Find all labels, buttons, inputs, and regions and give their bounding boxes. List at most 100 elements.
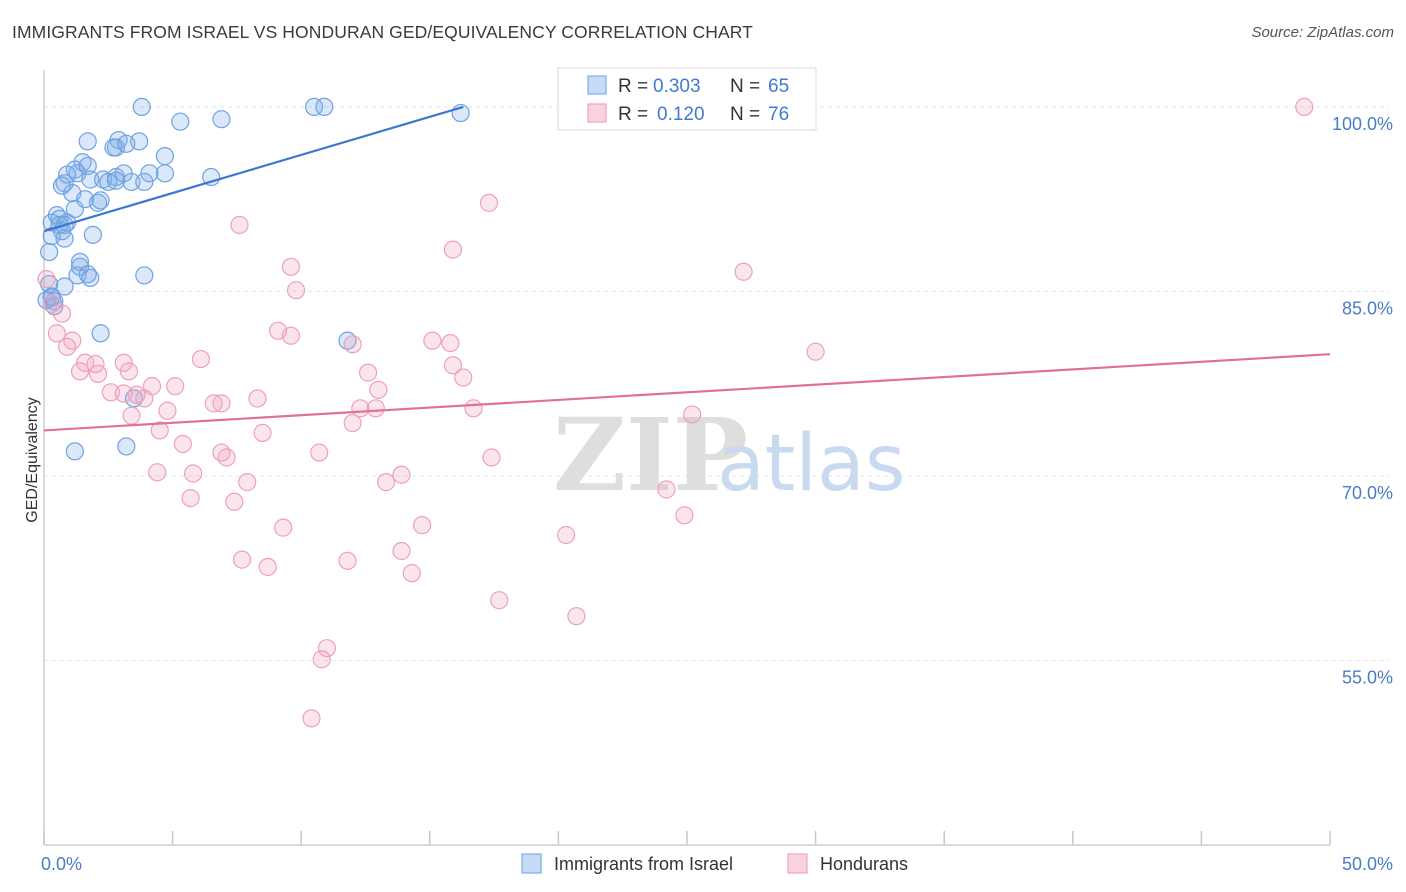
data-point bbox=[140, 164, 159, 183]
data-point bbox=[55, 174, 74, 193]
data-point bbox=[204, 394, 223, 413]
data-point bbox=[150, 421, 169, 440]
data-point bbox=[734, 262, 753, 281]
data-point bbox=[135, 172, 154, 192]
data-point bbox=[423, 331, 442, 350]
data-point bbox=[135, 266, 154, 285]
chart-title: IMMIGRANTS FROM ISRAEL VS HONDURAN GED/E… bbox=[12, 22, 753, 42]
data-point bbox=[47, 324, 66, 343]
data-point bbox=[464, 399, 483, 418]
data-point bbox=[37, 270, 56, 289]
data-point bbox=[70, 362, 90, 381]
data-point bbox=[258, 557, 277, 577]
axes-layer bbox=[43, 70, 1331, 846]
legend-swatch-israel bbox=[587, 75, 607, 95]
data-point bbox=[317, 639, 337, 658]
data-point bbox=[310, 443, 329, 462]
data-point bbox=[315, 97, 334, 117]
y-tick-label: 100.0% bbox=[1332, 114, 1393, 134]
data-point bbox=[83, 225, 102, 244]
data-point bbox=[343, 335, 362, 354]
data-point bbox=[212, 443, 231, 462]
legend-r-label-israel: R = bbox=[618, 76, 648, 97]
data-point bbox=[212, 394, 231, 413]
data-point bbox=[253, 423, 272, 442]
data-point bbox=[155, 147, 174, 166]
data-point bbox=[281, 326, 301, 345]
data-point bbox=[490, 591, 509, 610]
data-point bbox=[78, 132, 97, 151]
data-point bbox=[78, 265, 97, 284]
data-point bbox=[286, 281, 306, 300]
data-point bbox=[304, 97, 324, 117]
data-point bbox=[338, 551, 357, 570]
data-point bbox=[217, 448, 236, 467]
data-point bbox=[358, 363, 378, 382]
data-point bbox=[119, 362, 138, 381]
data-point bbox=[479, 193, 499, 212]
bottom-legend-label-honduran: Hondurans bbox=[820, 854, 908, 874]
data-point bbox=[122, 406, 141, 425]
data-point bbox=[173, 434, 192, 454]
data-point bbox=[148, 463, 167, 482]
data-point bbox=[212, 110, 231, 129]
data-point bbox=[101, 383, 120, 402]
y-tick-label: 70.0% bbox=[1342, 483, 1393, 503]
data-point bbox=[402, 564, 421, 583]
data-point bbox=[114, 353, 133, 372]
data-point bbox=[376, 473, 396, 492]
data-point bbox=[281, 257, 301, 276]
data-point bbox=[91, 324, 110, 343]
data-point bbox=[225, 492, 244, 511]
data-point bbox=[81, 170, 100, 189]
watermark-atlas: atlas bbox=[717, 419, 906, 509]
legend-top: R = 0.303 N = 65 R = 0.120 N = 76 bbox=[557, 67, 817, 131]
legend-bottom: Immigrants from Israel Hondurans bbox=[521, 853, 908, 874]
data-point bbox=[55, 229, 74, 248]
data-point bbox=[454, 368, 473, 387]
trend-line bbox=[43, 105, 464, 233]
bottom-legend-swatch-honduran bbox=[787, 853, 808, 874]
data-point bbox=[1295, 97, 1314, 117]
data-point bbox=[40, 242, 59, 262]
data-point bbox=[806, 342, 825, 361]
y-axis-label: GED/Equivalency bbox=[24, 397, 41, 522]
series-immigrants-from-israel bbox=[37, 97, 470, 461]
grid-layer bbox=[44, 106, 1390, 661]
legend-n-label-israel: N = bbox=[730, 76, 760, 97]
data-point bbox=[166, 377, 185, 396]
data-point bbox=[443, 356, 463, 375]
data-point bbox=[132, 97, 151, 117]
data-point bbox=[158, 401, 177, 420]
y-tick-label: 85.0% bbox=[1342, 298, 1393, 318]
data-point bbox=[106, 138, 126, 157]
data-point bbox=[65, 442, 84, 461]
watermark: ZIP atlas bbox=[553, 396, 906, 514]
data-point bbox=[184, 464, 203, 483]
data-point bbox=[171, 112, 190, 131]
data-point bbox=[392, 465, 411, 484]
tick-labels: 100.0% 85.0% 70.0% 55.0% 0.0% 50.0% bbox=[41, 114, 1393, 874]
data-point bbox=[248, 389, 267, 408]
data-point bbox=[155, 164, 174, 183]
data-point bbox=[106, 171, 126, 190]
data-point bbox=[52, 304, 72, 323]
data-point bbox=[312, 650, 331, 669]
data-point bbox=[191, 349, 210, 369]
data-point bbox=[683, 405, 702, 424]
bottom-legend-label-israel: Immigrants from Israel bbox=[554, 854, 733, 874]
data-point bbox=[99, 172, 118, 192]
data-point bbox=[117, 437, 136, 456]
data-point bbox=[122, 172, 141, 192]
data-point bbox=[392, 541, 411, 561]
data-point bbox=[274, 518, 293, 537]
data-point bbox=[343, 413, 362, 433]
legend-n-value-israel: 65 bbox=[768, 76, 789, 97]
data-point bbox=[88, 364, 108, 383]
watermark-zip: ZIP bbox=[553, 396, 748, 514]
data-point bbox=[369, 380, 388, 399]
data-point bbox=[482, 448, 501, 467]
chart-source: Source: ZipAtlas.com bbox=[1251, 24, 1394, 41]
data-point bbox=[238, 473, 257, 492]
